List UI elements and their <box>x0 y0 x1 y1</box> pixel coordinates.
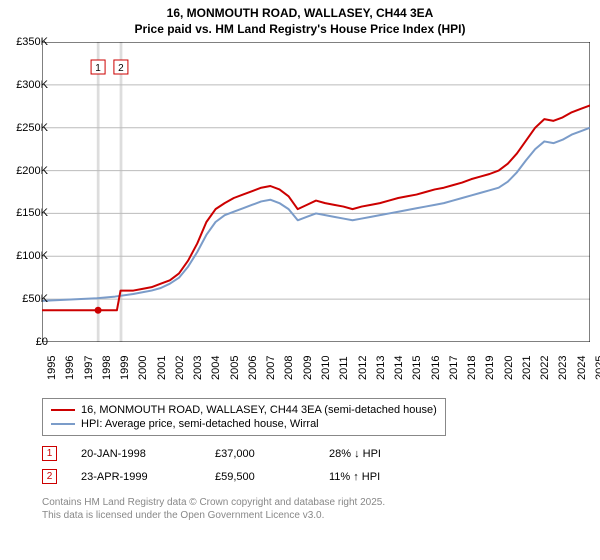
footer-attribution: Contains HM Land Registry data © Crown c… <box>42 496 385 522</box>
transaction-row: 2 23-APR-1999 £59,500 11% ↑ HPI <box>42 465 439 488</box>
legend-label: 16, MONMOUTH ROAD, WALLASEY, CH44 3EA (s… <box>81 404 437 416</box>
x-axis-label: 2012 <box>357 356 369 380</box>
transaction-row: 1 20-JAN-1998 £37,000 28% ↓ HPI <box>42 442 439 465</box>
x-axis-label: 2004 <box>210 356 222 380</box>
x-axis-label: 2001 <box>156 356 168 380</box>
x-axis-label: 2011 <box>338 356 350 380</box>
x-axis-label: 2018 <box>466 356 478 380</box>
y-axis-label: £100K <box>2 250 48 262</box>
x-axis-label: 2016 <box>430 356 442 380</box>
transaction-price: £37,000 <box>215 448 305 460</box>
y-axis-label: £350K <box>2 36 48 48</box>
marker-badge: 2 <box>42 469 57 484</box>
y-axis-label: £150K <box>2 207 48 219</box>
x-axis-label: 2009 <box>302 356 314 380</box>
x-axis-label: 2010 <box>320 356 332 380</box>
legend-swatch <box>51 409 75 411</box>
marker-badge: 1 <box>42 446 57 461</box>
x-axis-label: 2007 <box>265 356 277 380</box>
x-axis-label: 1997 <box>83 356 95 380</box>
x-axis-label: 2014 <box>393 356 405 380</box>
x-axis-label: 2013 <box>375 356 387 380</box>
x-axis-label: 2005 <box>229 356 241 380</box>
transaction-pct: 28% ↓ HPI <box>329 448 439 460</box>
svg-text:1: 1 <box>95 63 101 74</box>
chart-plot-area: 12 <box>42 42 590 342</box>
x-axis-label: 2020 <box>503 356 515 380</box>
transaction-date: 23-APR-1999 <box>81 471 191 483</box>
x-axis-label: 1998 <box>101 356 113 380</box>
legend-swatch <box>51 423 75 425</box>
svg-text:2: 2 <box>118 63 124 74</box>
chart-title-line1: 16, MONMOUTH ROAD, WALLASEY, CH44 3EA <box>0 0 600 22</box>
chart-title-line2: Price paid vs. HM Land Registry's House … <box>0 22 600 42</box>
x-axis-label: 2022 <box>539 356 551 380</box>
x-axis-label: 2002 <box>174 356 186 380</box>
legend-label: HPI: Average price, semi-detached house,… <box>81 418 319 430</box>
transaction-price: £59,500 <box>215 471 305 483</box>
x-axis-label: 2000 <box>137 356 149 380</box>
transaction-table: 1 20-JAN-1998 £37,000 28% ↓ HPI 2 23-APR… <box>42 442 439 488</box>
x-axis-label: 2008 <box>283 356 295 380</box>
x-axis-label: 1996 <box>64 356 76 380</box>
y-axis-label: £200K <box>2 165 48 177</box>
x-axis-label: 2019 <box>484 356 496 380</box>
y-axis-label: £50K <box>2 293 48 305</box>
x-axis-label: 2015 <box>411 356 423 380</box>
x-axis-label: 2003 <box>192 356 204 380</box>
footer-line2: This data is licensed under the Open Gov… <box>42 509 385 522</box>
y-axis-label: £250K <box>2 122 48 134</box>
y-axis-label: £0 <box>2 336 48 348</box>
x-axis-label: 2023 <box>557 356 569 380</box>
legend-item: 16, MONMOUTH ROAD, WALLASEY, CH44 3EA (s… <box>51 403 437 417</box>
legend-item: HPI: Average price, semi-detached house,… <box>51 417 437 431</box>
transaction-pct: 11% ↑ HPI <box>329 471 439 483</box>
x-axis-label: 2024 <box>576 356 588 380</box>
footer-line1: Contains HM Land Registry data © Crown c… <box>42 496 385 509</box>
legend-box: 16, MONMOUTH ROAD, WALLASEY, CH44 3EA (s… <box>42 398 446 436</box>
x-axis-label: 2025 <box>594 356 600 380</box>
transaction-date: 20-JAN-1998 <box>81 448 191 460</box>
x-axis-label: 1995 <box>46 356 58 380</box>
x-axis-label: 2021 <box>521 356 533 380</box>
y-axis-label: £300K <box>2 79 48 91</box>
chart-svg: 12 <box>42 42 590 342</box>
x-axis-label: 2006 <box>247 356 259 380</box>
x-axis-label: 1999 <box>119 356 131 380</box>
x-axis-label: 2017 <box>448 356 460 380</box>
